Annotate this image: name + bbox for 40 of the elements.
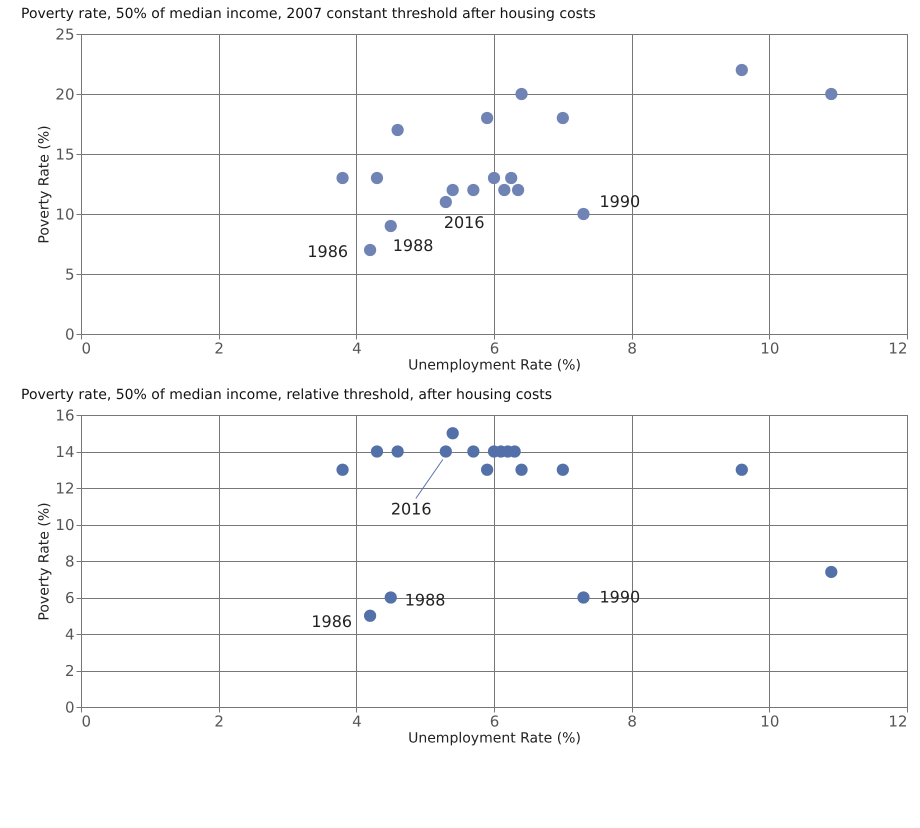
x-tick-label: 10 xyxy=(760,340,780,358)
annotation: 1986 xyxy=(311,612,352,631)
x-tick-label: 6 xyxy=(490,712,500,730)
x-tick-label: 10 xyxy=(760,712,780,730)
annotation: 1986 xyxy=(307,242,348,261)
y-tick-label: 15 xyxy=(55,146,74,164)
chart-title: Poverty rate, 50% of median income, relative threshold, after housing costs xyxy=(21,387,552,403)
x-axis-title: Unemployment Rate (%) xyxy=(408,358,581,374)
y-tick-label: 12 xyxy=(55,480,74,498)
x-tick-label: 4 xyxy=(352,340,362,358)
y-tick-label: 2 xyxy=(64,662,74,680)
y-tick-label: 20 xyxy=(55,86,74,104)
chart-title: Poverty rate, 50% of median income, 2007 constant threshold after housing costs xyxy=(21,6,596,22)
annotation: 2016 xyxy=(390,500,432,518)
x-tick-label: 6 xyxy=(490,340,500,358)
y-tick-label: 8 xyxy=(64,552,74,570)
y-tick-label: 5 xyxy=(64,266,74,284)
x-tick-label: 8 xyxy=(627,712,637,730)
y-axis-title: Poverty Rate (%) xyxy=(36,502,52,621)
y-tick-label: 10 xyxy=(55,516,74,534)
annotation: 2016 xyxy=(444,213,485,232)
y-tick-label: 25 xyxy=(55,26,74,44)
y-tick-label: 0 xyxy=(64,326,74,344)
x-axis-title: Unemployment Rate (%) xyxy=(408,730,581,746)
x-tick-label: 2 xyxy=(214,712,224,730)
x-tick-label: 4 xyxy=(352,712,362,730)
y-axis-title: Poverty Rate (%) xyxy=(36,125,52,244)
x-tick-label: 8 xyxy=(627,340,637,358)
x-tick-label: 12 xyxy=(888,712,908,730)
annotation: 1988 xyxy=(392,236,434,255)
x-tick-label: 2 xyxy=(214,340,224,358)
y-tick-label: 0 xyxy=(64,698,74,716)
y-tick-label: 16 xyxy=(55,406,74,424)
x-tick-label: 0 xyxy=(82,712,92,730)
y-tick-label: 14 xyxy=(55,443,74,461)
x-tick-label: 12 xyxy=(888,340,908,358)
x-tick-label: 0 xyxy=(82,340,92,358)
y-tick-label: 10 xyxy=(55,206,74,224)
y-tick-label: 4 xyxy=(64,626,74,644)
y-tick-label: 6 xyxy=(64,589,74,607)
